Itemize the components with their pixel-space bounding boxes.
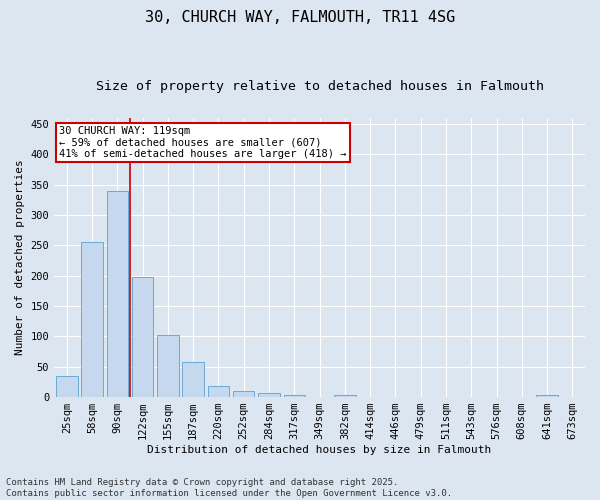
Bar — [233, 391, 254, 397]
Bar — [182, 362, 204, 397]
Y-axis label: Number of detached properties: Number of detached properties — [15, 160, 25, 356]
Bar — [284, 394, 305, 397]
Bar — [258, 393, 280, 397]
Bar — [107, 190, 128, 397]
Bar — [132, 277, 154, 397]
Text: 30, CHURCH WAY, FALMOUTH, TR11 4SG: 30, CHURCH WAY, FALMOUTH, TR11 4SG — [145, 10, 455, 25]
X-axis label: Distribution of detached houses by size in Falmouth: Distribution of detached houses by size … — [148, 445, 492, 455]
Title: Size of property relative to detached houses in Falmouth: Size of property relative to detached ho… — [95, 80, 544, 93]
Bar — [536, 396, 558, 397]
Bar — [157, 334, 179, 397]
Bar — [82, 242, 103, 397]
Text: Contains HM Land Registry data © Crown copyright and database right 2025.
Contai: Contains HM Land Registry data © Crown c… — [6, 478, 452, 498]
Bar — [334, 396, 356, 397]
Bar — [56, 376, 77, 397]
Bar — [208, 386, 229, 397]
Text: 30 CHURCH WAY: 119sqm
← 59% of detached houses are smaller (607)
41% of semi-det: 30 CHURCH WAY: 119sqm ← 59% of detached … — [59, 126, 347, 160]
